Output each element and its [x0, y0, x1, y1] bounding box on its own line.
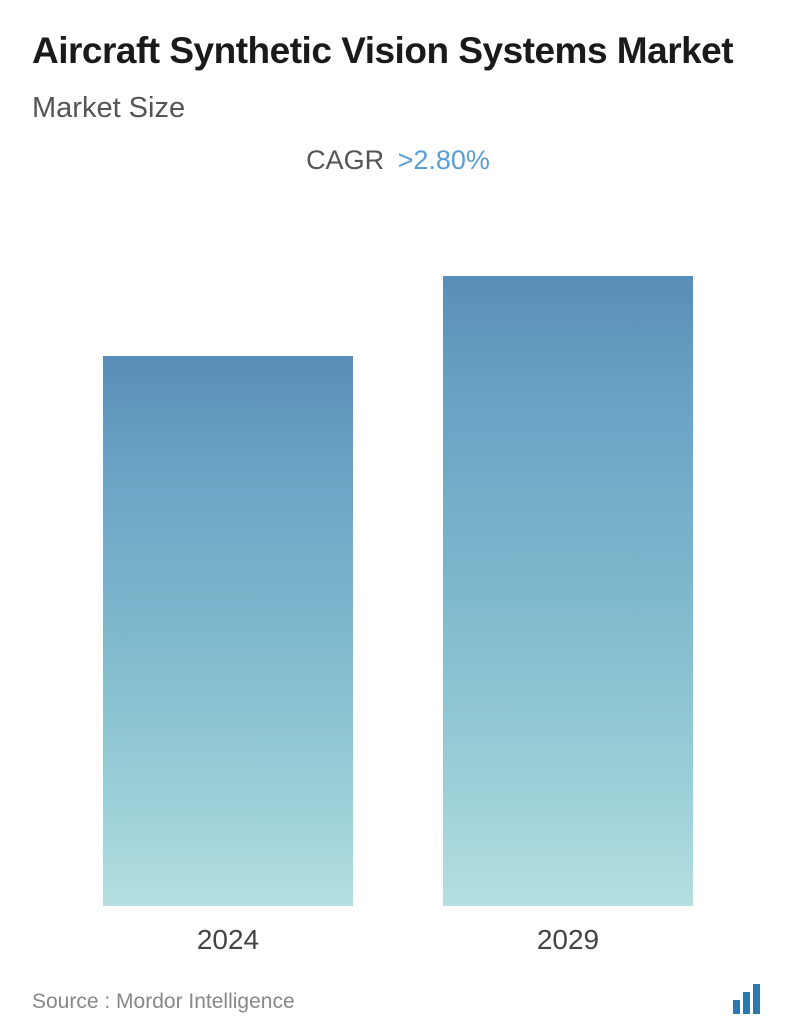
chart-footer: Source : Mordor Intelligence	[32, 970, 764, 1014]
chart-container: Aircraft Synthetic Vision Systems Market…	[0, 0, 796, 1034]
bar-2029	[443, 276, 693, 906]
bar-group-2029: 2029	[443, 276, 693, 956]
bar-group-2024: 2024	[103, 356, 353, 956]
source-text: Source : Mordor Intelligence	[32, 990, 295, 1014]
chart-subtitle: Market Size	[32, 92, 764, 125]
bar-label-2029: 2029	[537, 924, 599, 956]
logo-bar-1	[733, 1000, 740, 1014]
bar-label-2024: 2024	[197, 924, 259, 956]
logo-bars-icon	[733, 984, 760, 1014]
brand-logo	[733, 984, 764, 1014]
chart-title: Aircraft Synthetic Vision Systems Market	[32, 28, 764, 74]
logo-bar-2	[743, 992, 750, 1014]
cagr-row: CAGR >2.80%	[32, 145, 764, 176]
bar-2024	[103, 356, 353, 906]
logo-bar-3	[753, 984, 760, 1014]
bar-chart-area: 2024 2029	[32, 216, 764, 956]
cagr-value: >2.80%	[398, 145, 490, 175]
cagr-label: CAGR	[306, 145, 384, 175]
